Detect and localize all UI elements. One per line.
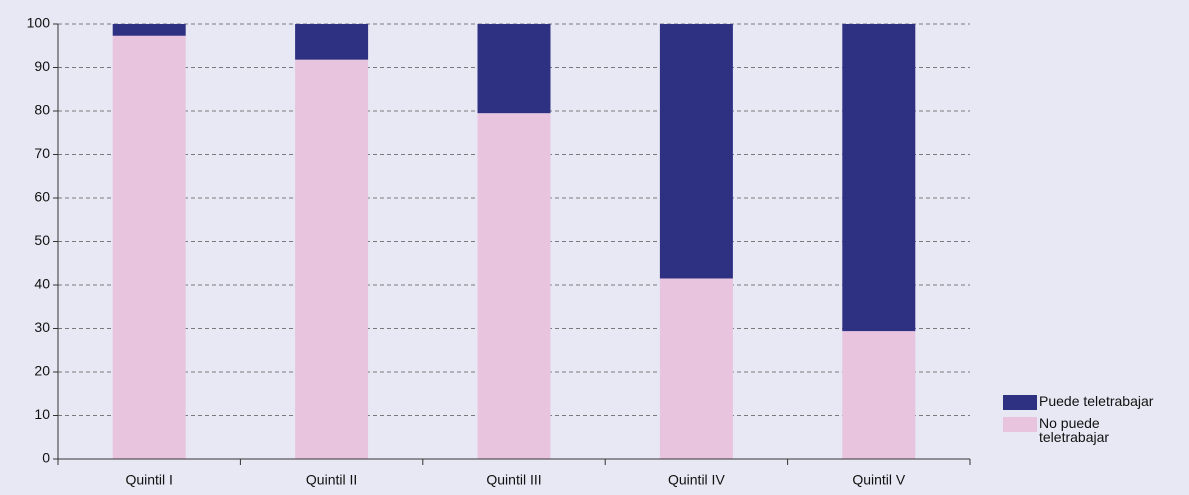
bar-segment — [477, 113, 551, 460]
legend-item: Puede teletrabajar — [1003, 394, 1169, 410]
legend-label: No puede teletrabajar — [1039, 415, 1110, 445]
y-tick-label: 40 — [34, 276, 50, 292]
x-tick-label: Quintil II — [306, 472, 357, 488]
y-tick-label: 90 — [34, 58, 50, 74]
x-tick-label: Quintil I — [125, 472, 172, 488]
bar-segment — [112, 24, 186, 36]
bar-segment — [112, 35, 186, 460]
bar-segment — [842, 24, 916, 332]
bar-segment — [477, 24, 551, 114]
x-tick-label: Quintil III — [486, 472, 541, 488]
y-tick-label: 50 — [34, 232, 50, 248]
x-tick-label: Quintil V — [852, 472, 906, 488]
bar-segment — [842, 331, 916, 459]
bar-segment — [659, 24, 733, 279]
y-tick-label: 10 — [34, 406, 50, 422]
legend-label: Puede teletrabajar — [1039, 393, 1154, 409]
bar-segment — [295, 59, 369, 460]
y-tick-label: 70 — [34, 145, 50, 161]
y-tick-label: 80 — [34, 102, 50, 118]
bar-segment — [659, 278, 733, 459]
legend: Puede teletrabajar No puede teletrabajar — [1003, 394, 1169, 450]
y-tick-label: 0 — [42, 450, 50, 466]
y-tick-label: 100 — [27, 15, 51, 31]
legend-swatch — [1003, 395, 1037, 410]
bar-segment — [295, 24, 369, 60]
x-tick-label: Quintil IV — [668, 472, 725, 488]
legend-item: No puede teletrabajar — [1003, 416, 1169, 444]
y-tick-label: 60 — [34, 189, 50, 205]
y-tick-label: 30 — [34, 319, 50, 335]
y-tick-label: 20 — [34, 363, 50, 379]
legend-swatch — [1003, 417, 1037, 432]
